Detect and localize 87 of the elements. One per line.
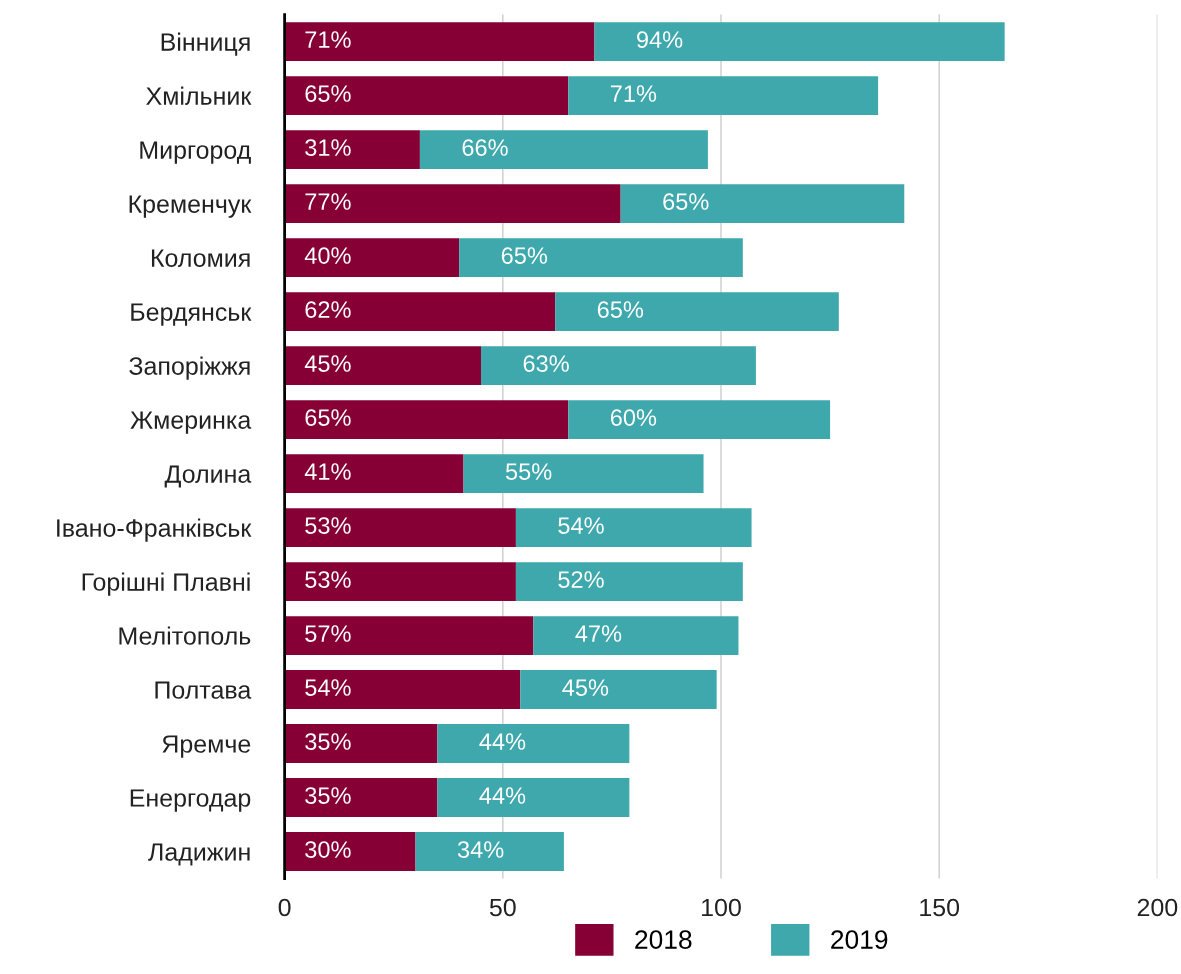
bar — [284, 238, 460, 278]
y-tick-label: Бердянськ — [131, 303, 252, 326]
bar — [555, 292, 839, 332]
bar — [515, 562, 743, 602]
bar — [284, 22, 595, 62]
y-tick-label: Ладижин — [148, 843, 250, 866]
y-tick-label: Миргород — [140, 141, 251, 164]
data-label: 31% — [305, 139, 351, 156]
y-tick-label: Вінниця — [161, 32, 250, 56]
bar — [284, 832, 416, 871]
y-tick-label: Яремче — [162, 735, 251, 758]
data-label: 94% — [637, 31, 683, 48]
data-label: 30% — [305, 841, 351, 858]
bar — [284, 292, 556, 332]
data-label: 54% — [305, 679, 351, 696]
legend-label: 2019 — [831, 930, 888, 949]
y-tick-label: Долина — [164, 465, 252, 488]
data-label: 65% — [597, 301, 644, 318]
y-tick-label: Івано-Франківськ — [57, 518, 252, 542]
bar — [284, 670, 521, 709]
x-tick-label: 150 — [920, 898, 960, 917]
data-label: 60% — [610, 409, 657, 426]
bar — [419, 130, 708, 170]
bar — [284, 454, 464, 494]
data-label: 44% — [479, 733, 526, 750]
bar — [284, 184, 621, 224]
data-label: 47% — [575, 625, 622, 642]
bar — [620, 184, 905, 224]
bar — [568, 400, 831, 440]
bar — [480, 346, 756, 386]
bar — [437, 724, 630, 763]
bar — [515, 508, 752, 548]
data-label: 53% — [305, 571, 351, 588]
data-label: 54% — [558, 517, 604, 534]
bar — [284, 724, 438, 763]
bar — [415, 832, 564, 871]
legend-label: 2018 — [635, 930, 692, 949]
data-label: 62% — [305, 301, 351, 318]
bar — [533, 616, 739, 655]
bar — [284, 130, 420, 170]
data-label: 65% — [501, 247, 548, 264]
data-label: 65% — [305, 85, 351, 102]
data-label: 63% — [523, 355, 569, 372]
y-tick-label: Кременчук — [129, 195, 252, 218]
bar — [437, 778, 630, 817]
y-tick-label: Запоріжжя — [129, 356, 250, 380]
data-label: 40% — [304, 247, 351, 264]
x-tick-label: 0 — [278, 898, 291, 917]
data-label: 71% — [305, 31, 351, 48]
bar — [463, 454, 704, 494]
data-label: 66% — [462, 139, 508, 156]
x-tick-label: 50 — [489, 898, 516, 917]
y-tick-label: Жмеринка — [130, 411, 252, 434]
bar — [284, 76, 569, 116]
data-label: 35% — [305, 733, 351, 750]
data-label: 41% — [304, 463, 351, 480]
data-label: 44% — [479, 787, 526, 804]
y-tick-label: Хмільник — [146, 86, 252, 105]
data-label: 35% — [305, 787, 351, 804]
data-label: 34% — [457, 841, 504, 858]
bar — [568, 76, 879, 116]
y-tick-label: Горішні Плавні — [82, 572, 250, 596]
data-label: 77% — [305, 193, 351, 210]
bar — [284, 562, 516, 602]
data-label: 52% — [558, 571, 604, 588]
data-label: 71% — [610, 85, 657, 102]
bar — [284, 346, 481, 386]
x-tick-label: 100 — [702, 898, 741, 917]
y-tick-label: Коломия — [151, 249, 250, 267]
data-label: 53% — [305, 517, 351, 534]
data-label: 57% — [305, 625, 351, 642]
bar — [284, 616, 534, 655]
bar — [284, 778, 438, 817]
bar — [520, 670, 717, 709]
bar — [594, 22, 1005, 62]
y-tick-label: Енергодар — [130, 789, 251, 812]
data-label: 45% — [304, 355, 351, 372]
bar — [284, 400, 569, 440]
data-label: 45% — [562, 679, 609, 696]
data-label: 65% — [663, 193, 709, 210]
data-label: 65% — [305, 409, 351, 426]
bar — [459, 238, 743, 278]
y-tick-label: Полтава — [155, 681, 252, 699]
data-label: 55% — [505, 463, 552, 480]
y-tick-label: Мелітополь — [119, 626, 251, 645]
bar — [284, 508, 516, 548]
x-tick-label: 200 — [1137, 898, 1178, 917]
